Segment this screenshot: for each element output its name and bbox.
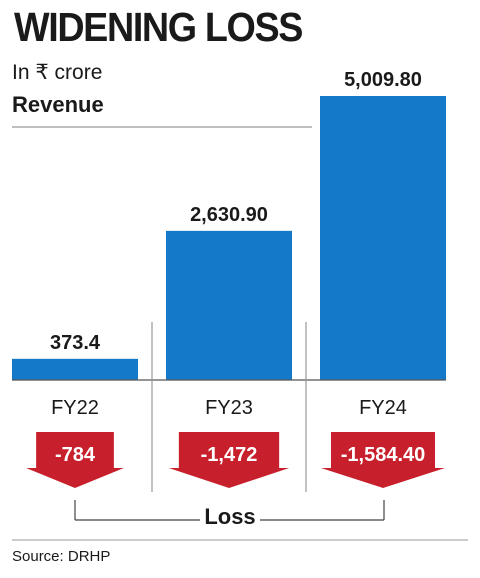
loss-arrow-fy22 (26, 432, 124, 488)
revenue-bar-fy23 (166, 230, 292, 380)
revenue-bar-fy24 (320, 96, 446, 380)
category-label-fy24: FY24 (359, 397, 407, 419)
unit-label: In ₹ crore (12, 61, 103, 84)
chart-title: WIDENING LOSS (14, 4, 303, 50)
source-note: Source: DRHP (12, 548, 111, 565)
loss-arrow-fy23 (168, 432, 290, 488)
revenue-value-label-fy24: 5,009.80 (344, 69, 422, 91)
loss-value-label-fy22: -784 (55, 444, 96, 466)
revenue-series-label: Revenue (12, 92, 104, 117)
loss-arrow-fy24 (321, 432, 445, 488)
revenue-bar-fy22 (12, 358, 138, 380)
loss-value-label-fy24: -1,584.40 (341, 444, 426, 466)
revenue-value-label-fy22: 373.4 (50, 332, 101, 354)
loss-value-label-fy23: -1,472 (201, 444, 258, 466)
revenue-value-label-fy23: 2,630.90 (190, 204, 268, 226)
loss-series-label: Loss (200, 504, 260, 530)
category-label-fy23: FY23 (205, 397, 253, 419)
category-label-fy22: FY22 (51, 397, 99, 419)
